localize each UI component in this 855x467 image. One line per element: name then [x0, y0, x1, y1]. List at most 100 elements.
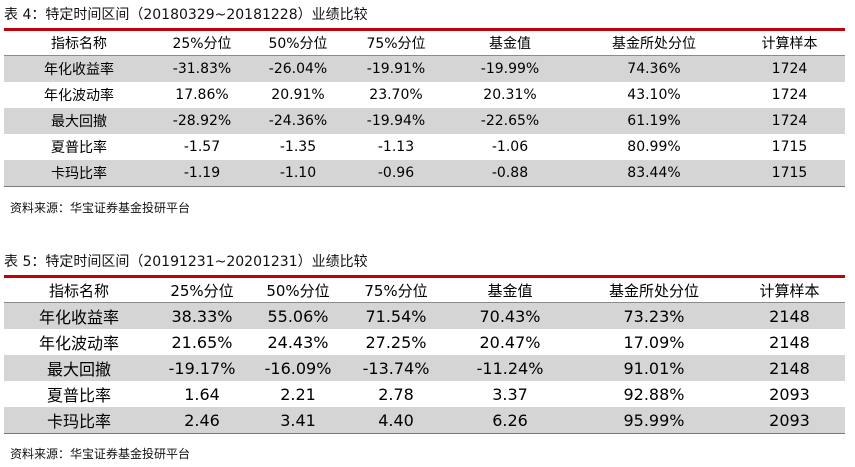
table-cell: -28.92%: [172, 113, 232, 129]
table4-bottom-rule: [4, 186, 845, 187]
table-cell: 70.43%: [479, 306, 541, 326]
table4-top-rule: [4, 28, 845, 31]
table4-source: 资料来源：华宝证券基金投研平台: [10, 201, 191, 215]
table-cell: 95.99%: [623, 410, 685, 430]
table-cell: 91.01%: [623, 358, 685, 378]
table-cell: 年化波动率: [44, 88, 114, 104]
table4: 指标名称 25%分位 50%分位 75%分位 基金值 基金所处分位 计算样本 年…: [4, 28, 845, 187]
table-row: 最大回撤 -28.92% -24.36% -19.94% -22.65% 61.…: [4, 108, 845, 134]
table5-top-rule: [4, 275, 845, 278]
table-cell: 17.09%: [623, 332, 685, 352]
table-cell: 83.44%: [627, 165, 681, 181]
table-cell: 2148: [769, 332, 810, 352]
table-cell: 2.21: [280, 384, 316, 404]
table-cell: 夏普比率: [46, 386, 111, 405]
table-cell: 2093: [769, 384, 810, 404]
table-row: 夏普比率 -1.57 -1.35 -1.13 -1.06 80.99% 1715: [4, 134, 845, 160]
table-cell: 92.88%: [623, 384, 685, 404]
table5-source: 资料来源：华宝证券基金投研平台: [10, 447, 191, 461]
table-cell: 20.47%: [479, 332, 541, 352]
table5-header-cell: 25%分位: [170, 281, 234, 300]
table4-header-cell: 基金值: [489, 36, 531, 52]
table-cell: 年化收益率: [38, 308, 119, 327]
table-cell: 年化波动率: [38, 334, 119, 353]
table5-header-cell: 基金所处分位: [608, 281, 699, 300]
table-cell: -19.17%: [168, 358, 236, 378]
table-cell: 55.06%: [267, 306, 329, 326]
table-cell: 2148: [769, 306, 810, 326]
table5-header-cell: 计算样本: [759, 281, 820, 300]
table-cell: 卡玛比率: [51, 166, 107, 182]
table-cell: -16.09%: [264, 358, 332, 378]
table-cell: 2.46: [184, 410, 220, 430]
table-cell: -19.99%: [480, 61, 540, 77]
table5-header-cell: 50%分位: [266, 281, 330, 300]
table-cell: 1724: [771, 87, 808, 103]
table-row: 卡玛比率 -1.19 -1.10 -0.96 -0.88 83.44% 1715: [4, 160, 845, 186]
table-cell: -13.74%: [362, 358, 430, 378]
table-cell: 24.43%: [267, 332, 329, 352]
table-cell: 最大回撤: [51, 114, 107, 130]
table-cell: -0.96: [377, 165, 415, 181]
table-cell: 17.86%: [175, 87, 229, 103]
table-cell: -1.57: [183, 139, 221, 155]
table-cell: 3.41: [280, 410, 316, 430]
table-row: 卡玛比率 2.46 3.41 4.40 6.26 95.99% 2093: [4, 407, 845, 433]
table-row: 年化收益率 38.33% 55.06% 71.54% 70.43% 73.23%…: [4, 303, 845, 329]
table-cell: 1724: [771, 61, 808, 77]
table-cell: 夏普比率: [51, 140, 107, 156]
table-cell: 2.78: [378, 384, 414, 404]
table-cell: 38.33%: [171, 306, 233, 326]
table-cell: -19.94%: [366, 113, 426, 129]
table5-caption: 表 5：特定时间区间（20191231~20201231）业绩比较: [4, 254, 368, 270]
table-cell: -24.36%: [268, 113, 328, 129]
table-cell: 74.36%: [627, 61, 681, 77]
table4-header-cell: 75%分位: [366, 36, 426, 52]
table-cell: 2148: [769, 358, 810, 378]
table-cell: 27.25%: [365, 332, 427, 352]
table-cell: 4.40: [378, 410, 414, 430]
table5-bottom-rule: [4, 433, 845, 434]
table5-header-row: 指标名称 25%分位 50%分位 75%分位 基金值 基金所处分位 计算样本: [4, 278, 845, 303]
table-cell: 73.23%: [623, 306, 685, 326]
table-row: 年化波动率 17.86% 20.91% 23.70% 20.31% 43.10%…: [4, 82, 845, 108]
table-cell: -1.10: [279, 165, 317, 181]
table-cell: 71.54%: [365, 306, 427, 326]
table-cell: 21.65%: [171, 332, 233, 352]
table-cell: -1.35: [279, 139, 317, 155]
table-cell: -1.06: [491, 139, 529, 155]
table-cell: 20.91%: [271, 87, 325, 103]
table-cell: 3.37: [492, 384, 528, 404]
table-cell: -31.83%: [172, 61, 232, 77]
table-cell: 卡玛比率: [46, 412, 111, 431]
table4-header-cell: 基金所处分位: [612, 36, 696, 52]
table-cell: -26.04%: [268, 61, 328, 77]
table4-header-cell: 25%分位: [172, 36, 232, 52]
table4-header-cell: 计算样本: [761, 36, 818, 52]
table-cell: 6.26: [492, 410, 528, 430]
table-cell: 1715: [771, 139, 808, 155]
table4-caption: 表 4：特定时间区间（20180329~20181228）业绩比较: [4, 7, 368, 23]
table5-header-cell: 基金值: [487, 281, 533, 300]
table4-header-row: 指标名称 25%分位 50%分位 75%分位 基金值 基金所处分位 计算样本: [4, 31, 845, 56]
table-cell: 2093: [769, 410, 810, 430]
table4-header-cell: 指标名称: [51, 36, 107, 52]
table4-header-cell: 50%分位: [268, 36, 328, 52]
table-cell: 43.10%: [627, 87, 681, 103]
table-cell: 20.31%: [483, 87, 537, 103]
table5-header-cell: 75%分位: [364, 281, 428, 300]
table-cell: 23.70%: [369, 87, 423, 103]
table-cell: -1.19: [183, 165, 221, 181]
table5-header-cell: 指标名称: [48, 281, 109, 300]
table-cell: -19.91%: [366, 61, 426, 77]
table-cell: 80.99%: [627, 139, 681, 155]
table-row: 最大回撤 -19.17% -16.09% -13.74% -11.24% 91.…: [4, 355, 845, 381]
table-cell: -11.24%: [476, 358, 544, 378]
table-cell: 1715: [771, 165, 808, 181]
table-row: 夏普比率 1.64 2.21 2.78 3.37 92.88% 2093: [4, 381, 845, 407]
table5: 指标名称 25%分位 50%分位 75%分位 基金值 基金所处分位 计算样本 年…: [4, 275, 845, 434]
table-cell: -0.88: [491, 165, 529, 181]
table-cell: -1.13: [377, 139, 415, 155]
table-cell: 61.19%: [627, 113, 681, 129]
table-row: 年化波动率 21.65% 24.43% 27.25% 20.47% 17.09%…: [4, 329, 845, 355]
